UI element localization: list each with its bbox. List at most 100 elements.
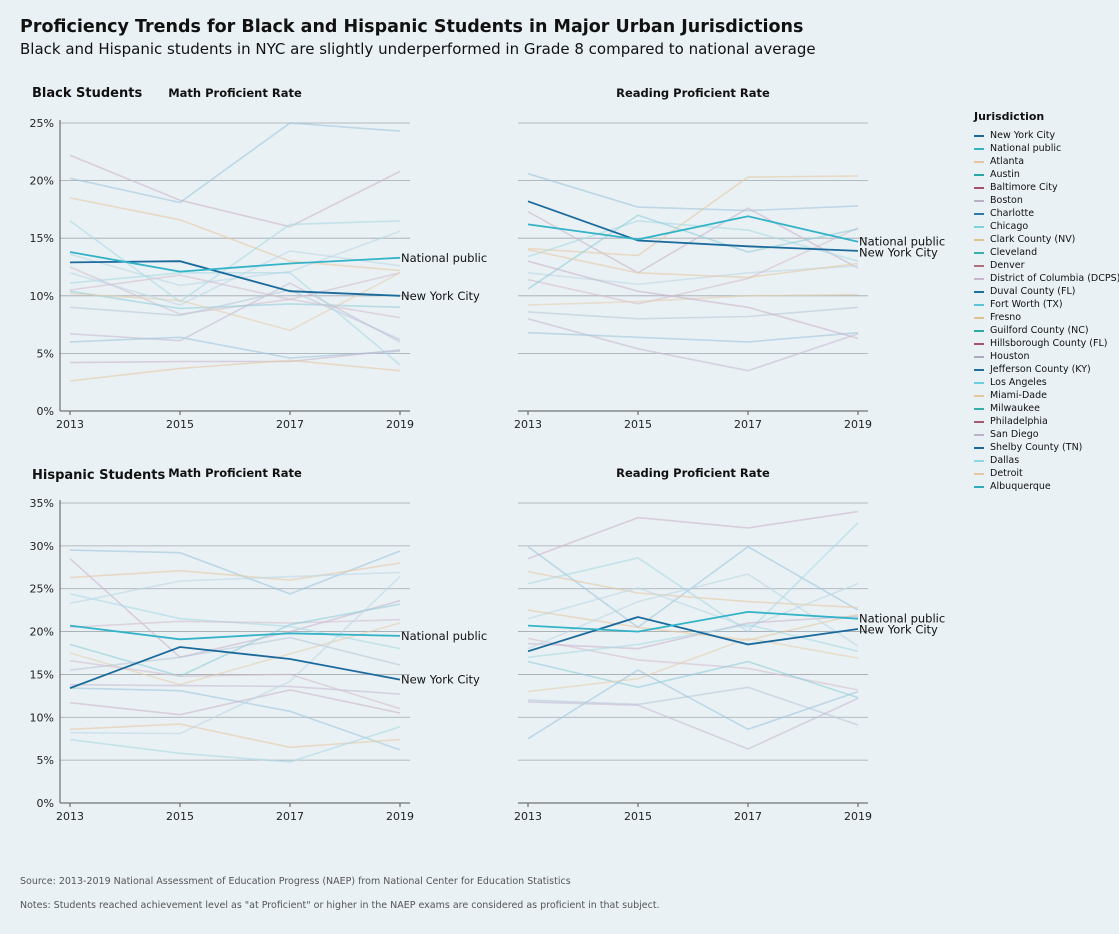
legend-item: Clark County (NV) [974, 233, 1119, 246]
y-tick-label: 25% [30, 583, 54, 596]
legend-item: Denver [974, 259, 1119, 272]
series-line [527, 265, 859, 286]
legend-swatch [974, 381, 984, 384]
legend-item: Jefferson County (KY) [974, 363, 1119, 376]
legend-swatch [974, 407, 984, 410]
x-tick-label: 2013 [514, 810, 542, 823]
legend-item: Baltimore City [974, 181, 1119, 194]
series-line [527, 582, 859, 629]
legend-swatch [974, 472, 984, 475]
series-line [527, 522, 859, 633]
series-line [527, 660, 859, 699]
legend-label: Dallas [990, 455, 1020, 466]
legend-items: New York City National public Atlanta Austi… [974, 129, 1119, 493]
series-end-label: National public [859, 612, 945, 626]
legend-item: Fort Worth (TX) [974, 298, 1119, 311]
legend-label: Philadelphia [990, 416, 1048, 427]
y-tick-label: 35% [30, 497, 54, 510]
series-line-highlight [527, 610, 859, 633]
legend-swatch [974, 225, 984, 228]
legend-item: District of Columbia (DCPS) [974, 272, 1119, 285]
series-end-label: National public [859, 235, 945, 249]
x-tick-label: 2017 [276, 418, 304, 431]
series-line [69, 154, 401, 228]
series-line [527, 615, 859, 650]
chart-panel: Math Proficient Rate 0% 5% 10% 15% 20% 25% 30% 3… [30, 466, 488, 823]
legend-label: Cleveland [990, 247, 1038, 258]
x-tick-label: 2019 [386, 418, 414, 431]
series-line [69, 636, 401, 671]
chart-title: Proficiency Trends for Black and Hispani… [20, 17, 804, 37]
y-tick-label: 5% [37, 754, 54, 767]
x-tick-label: 2019 [844, 810, 872, 823]
series-line [527, 686, 859, 726]
legend-swatch [974, 277, 984, 280]
series-line [527, 318, 859, 372]
legend-item: Charlotte [974, 207, 1119, 220]
legend-item: New York City [974, 129, 1119, 142]
legend-item: Duval County (FL) [974, 285, 1119, 298]
legend-swatch [974, 420, 984, 423]
legend-swatch [974, 251, 984, 254]
legend: Jurisdiction New York City National publi… [974, 110, 1119, 493]
legend-swatch [974, 394, 984, 397]
series-line [527, 260, 859, 340]
legend-swatch [974, 368, 984, 371]
series-line [527, 248, 859, 279]
series-line [69, 266, 401, 316]
legend-label: District of Columbia (DCPS) [990, 273, 1119, 284]
panel-title: Reading Proficient Rate [616, 86, 770, 100]
legend-label: Shelby County (TN) [990, 442, 1083, 453]
x-tick-label: 2015 [624, 810, 652, 823]
series-line [69, 562, 401, 581]
series-line [527, 609, 859, 641]
legend-item: Fresno [974, 311, 1119, 324]
y-tick-label: 10% [30, 290, 54, 303]
legend-swatch [974, 459, 984, 462]
legend-swatch [974, 264, 984, 267]
series-end-label: New York City [859, 246, 938, 260]
y-tick-label: 20% [30, 175, 54, 188]
x-tick-label: 2017 [276, 810, 304, 823]
y-tick-label: 25% [30, 117, 54, 130]
x-tick-label: 2013 [514, 418, 542, 431]
x-tick-label: 2015 [166, 810, 194, 823]
series-end-label: National public [401, 629, 487, 643]
series-line-highlight [527, 215, 859, 243]
series-line [69, 558, 401, 659]
series-end-label: New York City [401, 673, 480, 687]
legend-label: Duval County (FL) [990, 286, 1076, 297]
y-tick-label: 15% [30, 232, 54, 245]
legend-swatch [974, 329, 984, 332]
series-line [69, 689, 401, 716]
series-line [527, 510, 859, 560]
legend-label: Fresno [990, 312, 1022, 323]
series-line [527, 214, 859, 290]
legend-swatch [974, 238, 984, 241]
legend-label: Houston [990, 351, 1030, 362]
series-end-label: New York City [401, 289, 480, 303]
series-line [69, 271, 401, 366]
legend-swatch [974, 186, 984, 189]
series-line [69, 683, 401, 695]
legend-label: Charlotte [990, 208, 1035, 219]
legend-swatch [974, 290, 984, 293]
legend-label: San Diego [990, 429, 1039, 440]
x-tick-label: 2017 [734, 810, 762, 823]
series-line [527, 697, 859, 750]
series-line [69, 250, 401, 306]
series-line [69, 282, 401, 343]
legend-swatch [974, 316, 984, 319]
legend-label: Clark County (NV) [990, 234, 1076, 245]
series-line [69, 122, 401, 204]
series-line [527, 172, 859, 212]
legend-item: Shelby County (TN) [974, 441, 1119, 454]
legend-swatch [974, 147, 984, 150]
series-line-highlight [527, 616, 859, 653]
series-line [69, 359, 401, 382]
chart-panel: Reading Proficient Rate 2013 2015 2017 2019 N… [514, 86, 945, 431]
series-line [69, 290, 401, 310]
series-line [69, 723, 401, 749]
chart-panel: Reading Proficient Rate 2013 2015 2017 2019 N… [514, 466, 945, 823]
